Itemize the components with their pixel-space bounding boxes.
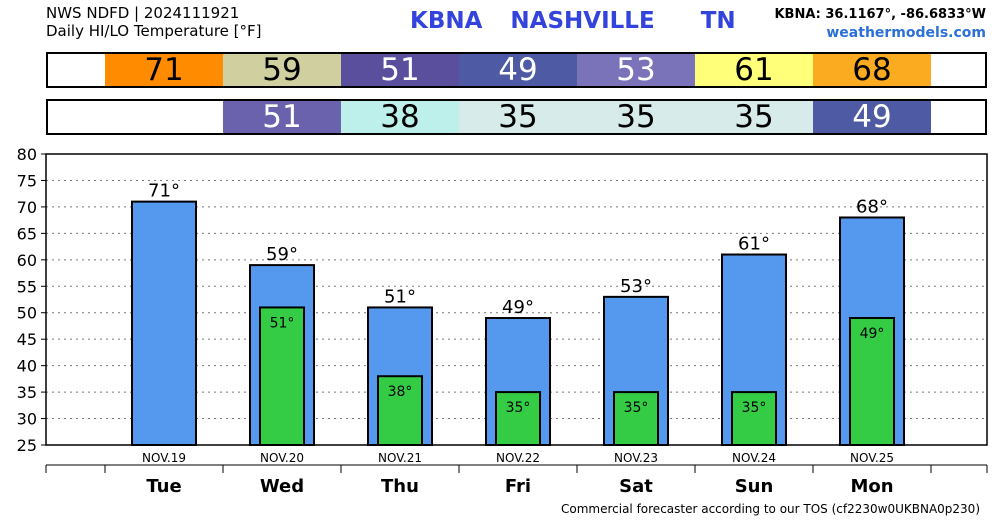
y-tick-label: 35 (17, 383, 37, 402)
day-label: Fri (505, 476, 531, 497)
y-tick-label: 55 (17, 277, 37, 296)
hi-temp-label: 59° (266, 244, 298, 265)
hi-temp-cell: 68 (813, 54, 931, 86)
header-left: NWS NDFD | 2024111921 Daily HI/LO Temper… (46, 4, 262, 40)
hi-temp-label: 68° (856, 196, 888, 217)
day-label: Thu (381, 476, 419, 497)
lo-temp-label: 35° (624, 400, 649, 416)
date-label: NOV.23 (614, 451, 658, 465)
hi-temp-label: 53° (620, 276, 652, 297)
hi-temp-cell: 51 (341, 54, 459, 86)
lo-temp-cell: 35 (577, 101, 695, 133)
y-tick-label: 70 (17, 198, 37, 217)
product-subtitle: Daily HI/LO Temperature [°F] (46, 22, 262, 40)
day-label: Mon (850, 476, 893, 497)
hi-temp-label: 71° (148, 181, 180, 202)
y-tick-label: 60 (17, 251, 37, 270)
lo-temp-cell (105, 101, 223, 133)
y-tick-label: 65 (17, 224, 37, 243)
day-label: Sat (619, 476, 653, 497)
state-name: TN (700, 8, 736, 34)
day-label: Sun (735, 476, 774, 497)
y-tick-label: 75 (17, 171, 37, 190)
hi-temp-cell: 49 (459, 54, 577, 86)
lo-temp-label: 51° (270, 315, 295, 331)
hi-temp-cell: 71 (105, 54, 223, 86)
lo-temp-bar (731, 391, 777, 447)
hi-temp-cell: 61 (695, 54, 813, 86)
hi-temp-cell: 53 (577, 54, 695, 86)
lo-temp-label: 38° (388, 384, 413, 400)
y-tick-label: 30 (17, 410, 37, 429)
lo-temp-cell: 51 (223, 101, 341, 133)
date-label: NOV.22 (496, 451, 540, 465)
lo-temp-cell: 38 (341, 101, 459, 133)
station-id: KBNA (410, 8, 483, 34)
product-title: NWS NDFD | 2024111921 (46, 4, 240, 22)
temperature-chart: 25 30 35 40 45 50 55 60 65 70 75 80 71° NOV.19 Tue 59° 5… (17, 145, 988, 497)
date-label: NOV.20 (260, 451, 304, 465)
hi-temp-label: 49° (502, 297, 534, 318)
date-label: NOV.24 (732, 451, 776, 465)
city-name: NASHVILLE (510, 8, 655, 34)
lo-temp-bar (377, 375, 423, 446)
lo-temp-label: 49° (860, 326, 885, 342)
lo-temp-bar (259, 306, 305, 446)
hi-temp-strip: 71 59 51 49 53 61 68 (46, 52, 987, 88)
y-tick-label: 50 (17, 304, 37, 323)
date-label: NOV.19 (142, 451, 186, 465)
lo-temp-cell: 49 (813, 101, 931, 133)
hi-temp-label: 51° (384, 286, 416, 307)
y-tick-label: 25 (17, 436, 37, 455)
header-right: KBNA: 36.1167°, -86.6833°W weathermodels… (774, 5, 986, 43)
day-label: Wed (260, 476, 304, 497)
date-label: NOV.21 (378, 451, 422, 465)
lo-temp-bar (613, 391, 659, 447)
hi-temp-label: 61° (738, 234, 770, 255)
lo-temp-label: 35° (742, 400, 767, 416)
y-tick-label: 45 (17, 330, 37, 349)
lo-temp-label: 35° (506, 400, 531, 416)
lo-temp-cell: 35 (459, 101, 577, 133)
y-tick-label: 40 (17, 357, 37, 376)
lo-temp-strip: 51 38 35 35 35 49 (46, 99, 987, 135)
hi-temp-cell: 59 (223, 54, 341, 86)
tos-footer: Commercial forecaster according to our T… (560, 502, 980, 516)
lo-temp-bar (849, 317, 895, 447)
y-tick-label: 80 (17, 145, 37, 164)
lo-temp-cell: 35 (695, 101, 813, 133)
date-label: NOV.25 (850, 451, 894, 465)
lo-temp-bar (495, 391, 541, 447)
location-title: KBNA NASHVILLE TN (410, 8, 736, 34)
day-label: Tue (146, 476, 181, 497)
site-link[interactable]: weathermodels.com (826, 25, 986, 41)
station-coords: KBNA: 36.1167°, -86.6833°W (774, 7, 986, 22)
hi-temp-bar (131, 200, 197, 447)
